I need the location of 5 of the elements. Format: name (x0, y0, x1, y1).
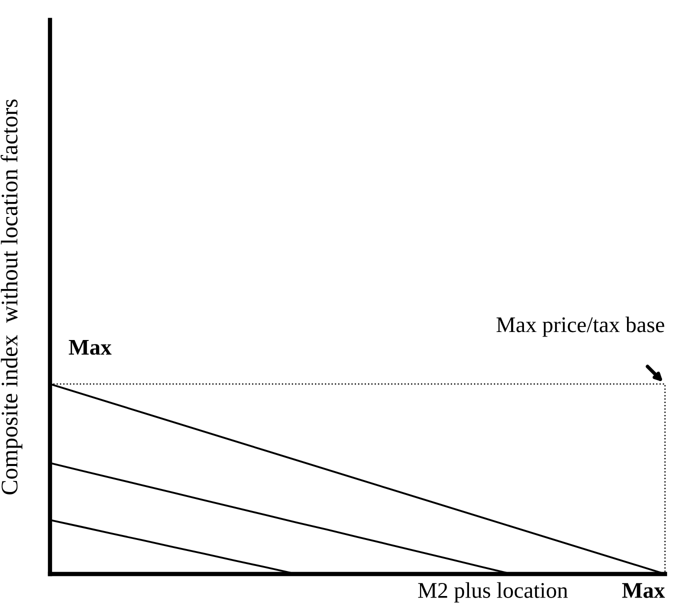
text: Max (68, 340, 112, 355)
y-axis-title: Composite index without location factors (0, 99, 22, 494)
x-axis-title: M2 plus location (418, 582, 568, 602)
text: Max (622, 583, 665, 598)
annotation: Max price/tax base (496, 316, 664, 337)
